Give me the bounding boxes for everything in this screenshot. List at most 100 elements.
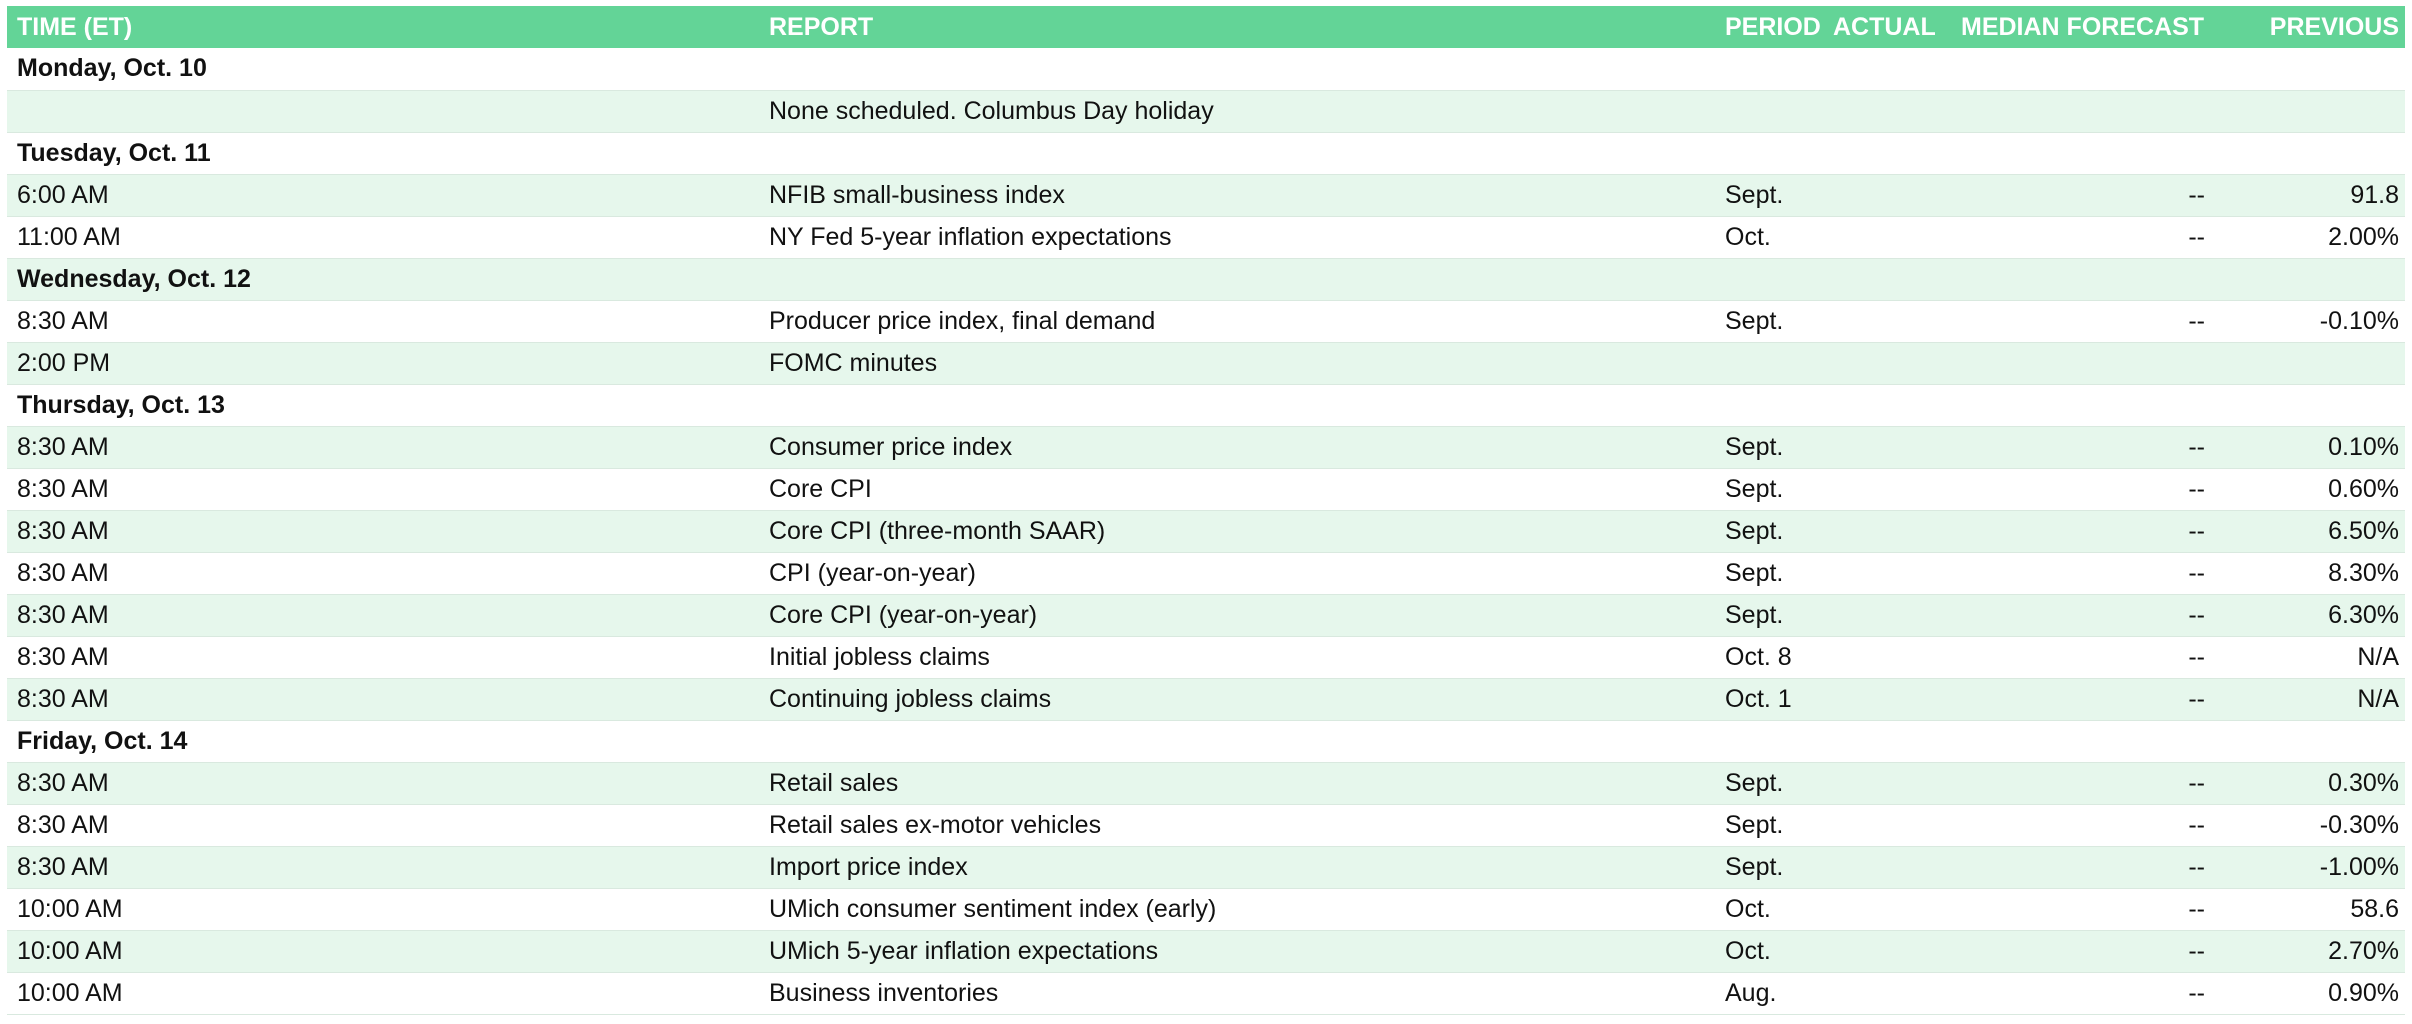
report-cell: NY Fed 5-year inflation expectations [769, 222, 1172, 251]
previous-cell: 0.60% [2328, 474, 2399, 503]
report-cell: UMich 5-year inflation expectations [769, 936, 1159, 965]
report-cell: None scheduled. Columbus Day holiday [769, 96, 1214, 125]
time-cell: 8:30 AM [17, 306, 109, 335]
report-cell: Core CPI (three-month SAAR) [769, 516, 1106, 545]
report-cell: UMich consumer sentiment index (early) [769, 894, 1217, 923]
time-cell: 11:00 AM [17, 222, 121, 251]
report-cell: Business inventories [769, 978, 999, 1007]
forecast-cell: -- [2188, 642, 2205, 671]
time-cell [7, 90, 759, 132]
time-cell: 10:00 AM [17, 894, 123, 923]
table-body: Monday, Oct. 10 None scheduled. Columbus … [7, 48, 2405, 1014]
previous-cell: 58.6 [2350, 894, 2399, 923]
table-row: 8:30 AM Continuing jobless claims Oct. 1 --… [7, 678, 2405, 720]
forecast-cell [1953, 342, 2233, 384]
time-cell: 8:30 AM [17, 432, 109, 461]
header-period: PERIOD [1725, 12, 1821, 41]
report-cell: CPI (year-on-year) [769, 558, 976, 587]
period-cell: Sept. [1725, 810, 1784, 839]
day-header-row: Wednesday, Oct. 12 [7, 258, 2405, 300]
actual-cell [1833, 90, 1953, 132]
actual-cell [1833, 636, 1953, 678]
period-cell: Oct. 8 [1725, 642, 1792, 671]
actual-cell [1833, 510, 1953, 552]
actual-cell [1833, 762, 1953, 804]
time-cell: 2:00 PM [17, 348, 111, 377]
forecast-cell: -- [2188, 600, 2205, 629]
previous-cell [2233, 90, 2405, 132]
table-row: 8:30 AM Retail sales Sept. -- 0.30% [7, 762, 2405, 804]
period-cell: Sept. [1725, 474, 1784, 503]
previous-cell: 0.10% [2328, 432, 2399, 461]
forecast-cell: -- [2188, 810, 2205, 839]
actual-cell [1833, 300, 1953, 342]
table-header: TIME (ET) REPORT PERIOD ACTUAL MEDIAN FO… [7, 6, 2405, 48]
forecast-cell: -- [2188, 516, 2205, 545]
report-cell: Retail sales [769, 768, 899, 797]
period-cell: Sept. [1725, 768, 1784, 797]
table-row: 6:00 AM NFIB small-business index Sept. -- 9… [7, 174, 2405, 216]
table-row: 8:30 AM Retail sales ex-motor vehicles Sep… [7, 804, 2405, 846]
time-cell: 8:30 AM [17, 474, 109, 503]
table-row: 8:30 AM Initial jobless claims Oct. 8 -- N/A [7, 636, 2405, 678]
period-cell: Sept. [1725, 432, 1784, 461]
actual-cell [1833, 678, 1953, 720]
header-report: REPORT [769, 12, 874, 41]
actual-cell [1833, 426, 1953, 468]
day-header-row: Monday, Oct. 10 [7, 48, 2405, 90]
period-cell: Sept. [1725, 558, 1784, 587]
top-strip [0, 0, 2412, 6]
report-cell: Retail sales ex-motor vehicles [769, 810, 1102, 839]
previous-cell [2233, 342, 2405, 384]
table-row: 10:00 AM UMich 5-year inflation expectati… [7, 930, 2405, 972]
forecast-cell: -- [2188, 768, 2205, 797]
table-row: 8:30 AM Import price index Sept. -- -1.00% [7, 846, 2405, 888]
previous-cell: N/A [2357, 642, 2399, 671]
header-forecast: MEDIAN FORECAST [1961, 12, 2205, 41]
forecast-cell: -- [2188, 180, 2205, 209]
report-cell: Producer price index, final demand [769, 306, 1156, 335]
time-cell: 8:30 AM [17, 684, 109, 713]
actual-cell [1833, 468, 1953, 510]
table-row: 8:30 AM Core CPI (three-month SAAR) Sept. -… [7, 510, 2405, 552]
previous-cell: 91.8 [2350, 180, 2399, 209]
actual-cell [1833, 888, 1953, 930]
actual-cell [1833, 846, 1953, 888]
forecast-cell: -- [2188, 936, 2205, 965]
report-cell: Initial jobless claims [769, 642, 990, 671]
table-row: 11:00 AM NY Fed 5-year inflation expectat… [7, 216, 2405, 258]
period-cell: Oct. 1 [1725, 684, 1792, 713]
period-cell: Aug. [1725, 978, 1777, 1007]
header-row: TIME (ET) REPORT PERIOD ACTUAL MEDIAN FO… [7, 6, 2405, 48]
period-cell: Sept. [1725, 852, 1784, 881]
header-actual: ACTUAL [1833, 12, 1936, 41]
previous-cell: 2.70% [2328, 936, 2399, 965]
time-cell: 8:30 AM [17, 516, 109, 545]
table-row: 8:30 AM Core CPI Sept. -- 0.60% [7, 468, 2405, 510]
previous-cell: -1.00% [2319, 852, 2399, 881]
time-cell: 8:30 AM [17, 642, 109, 671]
table-row: None scheduled. Columbus Day holiday [7, 90, 2405, 132]
report-cell: FOMC minutes [769, 348, 938, 377]
day-label: Tuesday, Oct. 11 [17, 138, 211, 167]
day-header-row: Tuesday, Oct. 11 [7, 132, 2405, 174]
day-label: Wednesday, Oct. 12 [17, 264, 251, 293]
actual-cell [1833, 552, 1953, 594]
time-cell: 8:30 AM [17, 852, 109, 881]
forecast-cell: -- [2188, 894, 2205, 923]
period-cell: Oct. [1725, 936, 1771, 965]
actual-cell [1833, 804, 1953, 846]
time-cell: 8:30 AM [17, 768, 109, 797]
report-cell: Core CPI [769, 474, 872, 503]
forecast-cell: -- [2188, 432, 2205, 461]
period-cell [1715, 90, 1833, 132]
forecast-cell: -- [2188, 222, 2205, 251]
forecast-cell: -- [2188, 978, 2205, 1007]
forecast-cell [1953, 90, 2233, 132]
time-cell: 10:00 AM [17, 978, 123, 1007]
period-cell [1715, 342, 1833, 384]
actual-cell [1833, 216, 1953, 258]
day-header-row: Thursday, Oct. 13 [7, 384, 2405, 426]
period-cell: Sept. [1725, 306, 1784, 335]
previous-cell: 0.30% [2328, 768, 2399, 797]
